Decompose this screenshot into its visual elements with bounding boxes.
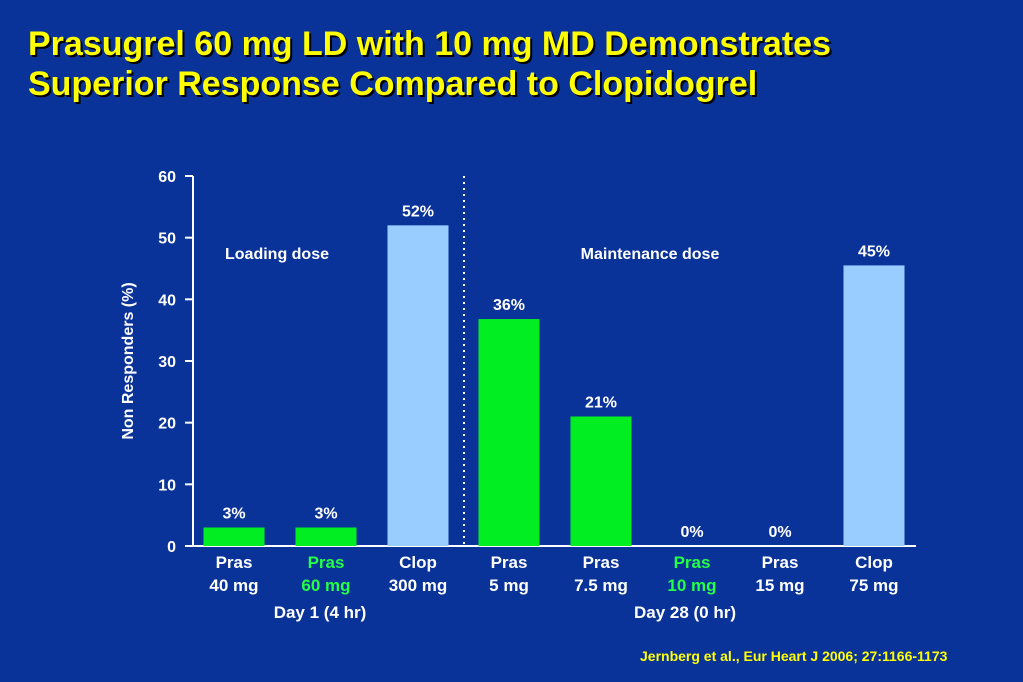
y-axis-label: Non Responders (%) xyxy=(120,282,137,439)
data-label: 3% xyxy=(314,506,337,523)
loading-dose-annotation: Loading dose xyxy=(225,246,329,263)
category-label-line1: Clop xyxy=(855,553,893,572)
category-label-line1: Pras xyxy=(674,553,711,572)
data-label: 3% xyxy=(222,506,245,523)
category-label-line2: 300 mg xyxy=(389,576,448,595)
y-tick-label: 20 xyxy=(158,416,176,433)
slide-title: Prasugrel 60 mg LD with 10 mg MD Demonst… xyxy=(28,24,988,104)
bar xyxy=(843,265,905,546)
y-tick-label: 10 xyxy=(158,477,176,494)
period-label-day28: Day 28 (0 hr) xyxy=(634,603,736,622)
citation: Jernberg et al., Eur Heart J 2006; 27:11… xyxy=(640,648,948,664)
bar xyxy=(478,319,540,546)
data-label: 0% xyxy=(768,524,791,541)
data-label: 45% xyxy=(858,243,890,260)
y-tick-label: 0 xyxy=(167,539,176,556)
category-label-line2: 10 mg xyxy=(667,576,716,595)
y-tick-label: 60 xyxy=(158,169,176,186)
category-label-line1: Pras xyxy=(583,553,620,572)
title-line-2: Superior Response Compared to Clopidogre… xyxy=(28,65,758,103)
category-label-line1: Clop xyxy=(399,553,437,572)
y-tick-label: 40 xyxy=(158,292,176,309)
bar xyxy=(203,527,265,546)
maintenance-dose-annotation: Maintenance dose xyxy=(581,246,720,263)
category-label-line2: 15 mg xyxy=(755,576,804,595)
bar xyxy=(387,225,449,547)
category-label-line2: 75 mg xyxy=(849,576,898,595)
period-label-day1: Day 1 (4 hr) xyxy=(274,603,367,622)
y-tick-label: 30 xyxy=(158,354,176,371)
data-label: 36% xyxy=(493,297,525,314)
data-label: 0% xyxy=(680,524,703,541)
category-label-line1: Pras xyxy=(491,553,528,572)
data-label: 21% xyxy=(585,395,617,412)
category-label-line2: 60 mg xyxy=(301,576,350,595)
category-label-line1: Pras xyxy=(762,553,799,572)
title-line-1: Prasugrel 60 mg LD with 10 mg MD Demonst… xyxy=(28,25,831,63)
category-label-line2: 5 mg xyxy=(489,576,529,595)
y-tick-label: 50 xyxy=(158,231,176,248)
bar xyxy=(295,527,357,546)
data-label: 52% xyxy=(402,203,434,220)
category-label-line2: 40 mg xyxy=(209,576,258,595)
category-label-line1: Pras xyxy=(216,553,253,572)
category-label-line2: 7.5 mg xyxy=(574,576,628,595)
bar xyxy=(570,416,632,546)
category-label-line1: Pras xyxy=(308,553,345,572)
